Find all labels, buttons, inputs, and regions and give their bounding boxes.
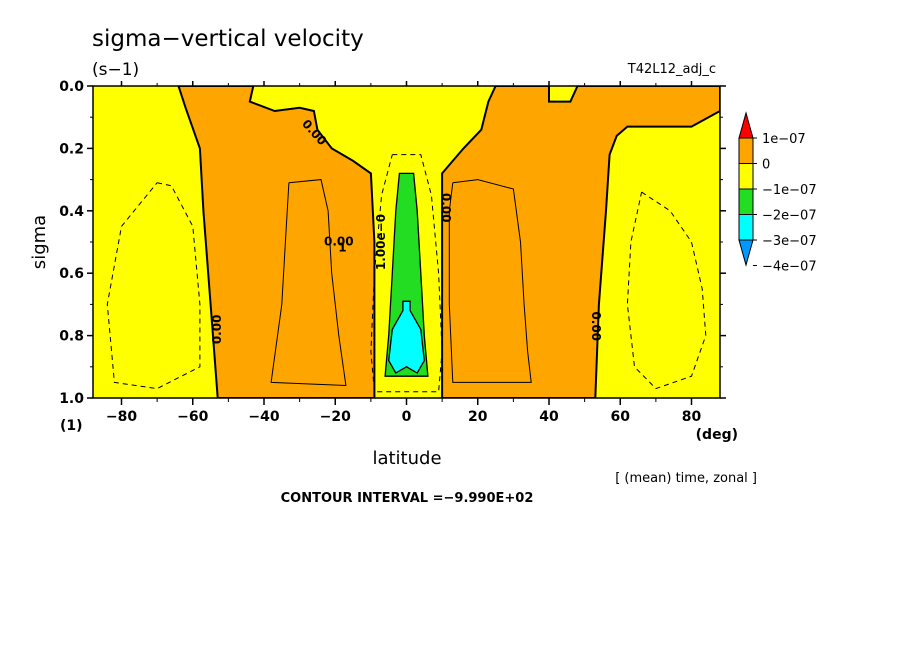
colorbar: 1e−07 0 −1e−07 −2e−07 −3e−07 −4e−07 [738,111,817,275]
contour-label-6: 1 [338,241,346,255]
contour-label-1: 0.00 [210,315,224,345]
chart-title: sigma−vertical velocity [92,26,364,52]
region-positive-right [441,86,720,398]
colorbar-label: −2e−07 [762,209,817,224]
dashed-contour-1 [626,191,707,390]
colorbar-box [738,137,754,164]
dashed-contour-0 [106,182,201,390]
chart-units: (s−1) [92,60,139,80]
x-tick-label: 40 [539,409,559,425]
colorbar-label: 1e−07 [762,132,806,147]
contour-label-5: 0.00 [324,235,354,249]
y-tick-label: 0.0 [59,79,84,95]
x-tick-label: −80 [106,409,137,425]
x-tick-label: −40 [248,409,279,425]
colorbar-box [738,214,754,241]
filled-regions [177,86,720,398]
y-unit-label: (1) [60,418,83,434]
contour-label-3: 0.00 [439,193,453,223]
contour-label-4: 0.00 [589,311,603,341]
y-tick-label: 1.0 [59,391,84,407]
region-strong-negative-center [388,300,425,374]
x-tick-label: 20 [468,409,488,425]
y-tick-label: 0.6 [59,266,84,282]
footer-note: [ (mean) time, zonal ] [615,471,757,486]
y-axis-title: sigma [29,215,50,269]
x-tick-label: 0 [402,409,412,425]
x-axis: −80 −60 −40 −20 0 20 40 60 80 [106,81,702,425]
y-tick-label: 0.2 [59,141,84,157]
colorbar-label: −1e−07 [762,183,817,198]
solid-contour-0 [270,179,347,387]
colorbar-label: −4e−07 [762,260,817,275]
y-tick-label: 0.8 [59,329,84,345]
contour-label-2: 1.00e−0 [374,214,388,270]
contour-interval: CONTOUR INTERVAL =−9.990E+02 [281,491,534,506]
colorbar-label: 0 [762,158,770,173]
colorbar-box [738,163,754,190]
colorbar-label: −3e−07 [762,234,817,249]
colorbar-top-arrow [738,111,754,139]
run-name: T42L12_adj_c [627,62,716,77]
y-tick-label: 0.4 [59,204,84,220]
x-tick-label: 80 [682,409,702,425]
solid-contour-1 [448,179,532,383]
plot-area: 0.000.001.00e−00.000.000.001 [92,85,721,399]
colorbar-box [738,188,754,215]
x-axis-title: latitude [372,448,441,469]
x-tick-label: 60 [611,409,631,425]
contour-lines [106,154,707,393]
x-unit-label: (deg) [696,427,738,443]
x-tick-label: −20 [320,409,351,425]
x-tick-label: −60 [177,409,208,425]
dashed-contour-2 [370,154,443,393]
colorbar-bottom-arrow [738,239,754,267]
y-axis: 0.0 0.2 0.4 0.6 0.8 1.0 [59,79,726,407]
region-positive-left [177,86,376,398]
